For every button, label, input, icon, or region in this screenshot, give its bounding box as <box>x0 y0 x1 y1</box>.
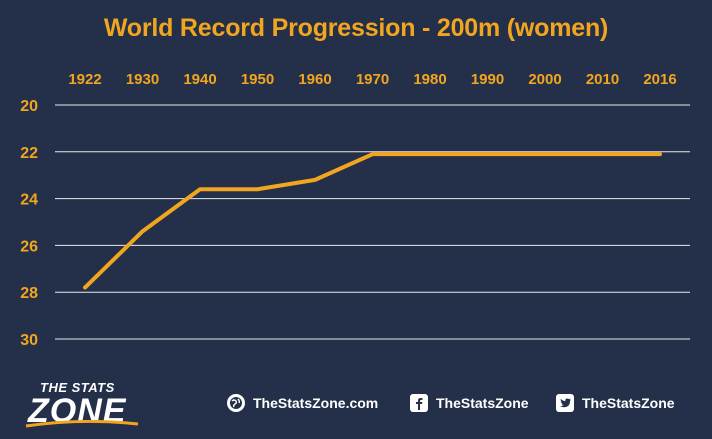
y-tick-label: 30 <box>20 332 38 349</box>
globe-icon <box>227 394 245 412</box>
x-tick-label: 2010 <box>586 71 619 88</box>
line-chart: 20 22 24 26 28 30 1922 1930 1940 1950 1960 1970 1980… <box>20 71 690 349</box>
x-tick-label: 1990 <box>471 71 504 88</box>
x-tick-label: 1950 <box>241 71 274 88</box>
y-tick-label: 28 <box>20 285 38 302</box>
facebook-link[interactable]: TheStatsZone <box>410 392 529 414</box>
y-tick-label: 26 <box>20 238 38 255</box>
y-tick-label: 24 <box>20 192 38 209</box>
y-tick-label: 22 <box>20 145 38 162</box>
x-tick-label: 1970 <box>356 71 389 88</box>
website-label: TheStatsZone.com <box>253 395 379 411</box>
chart-title: World Record Progression - 200m (women) <box>103 14 609 42</box>
x-tick-label: 2016 <box>643 71 676 88</box>
x-tick-label: 1930 <box>126 71 159 88</box>
website-link[interactable]: TheStatsZone.com <box>227 392 378 414</box>
x-tick-label: 1960 <box>298 71 331 88</box>
x-tick-label: 1922 <box>68 71 101 88</box>
logo-swoosh-icon <box>25 420 139 428</box>
twitter-label: TheStatsZone <box>582 395 675 411</box>
facebook-icon <box>410 394 428 412</box>
logo-top-text: THE STATS <box>40 380 115 395</box>
x-tick-label: 1940 <box>183 71 216 88</box>
y-tick-label: 20 <box>20 98 38 115</box>
x-tick-label: 2000 <box>528 71 561 88</box>
x-tick-label: 1980 <box>413 71 446 88</box>
facebook-label: TheStatsZone <box>436 395 529 411</box>
twitter-icon <box>556 394 574 412</box>
footer: THE STATS ZONE TheStatsZone.com TheStats… <box>0 372 712 439</box>
series-line <box>83 152 662 290</box>
twitter-link[interactable]: TheStatsZone <box>556 392 675 414</box>
stats-zone-logo: THE STATS ZONE <box>22 380 172 432</box>
